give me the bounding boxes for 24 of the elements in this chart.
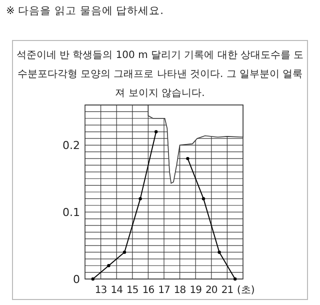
x-tick-label: 16 [142,285,154,296]
point [91,277,94,281]
point [202,197,206,200]
point [107,264,110,268]
y-tick-label: 0.2 [62,139,80,152]
x-tick-label: 14 [110,285,123,296]
x-tick-label: 13 [94,285,107,296]
x-tick-label: 15 [126,285,138,296]
x-tick-label: 19 [190,285,202,296]
x-tick-label: 18 [174,285,186,296]
text: ※ 다음을 읽고 물음에 답하세요. [6,4,164,18]
x-tick-label: 17 [158,285,170,296]
x-tick-label: 21 [221,285,234,296]
point [186,156,190,160]
point [154,130,158,134]
point [218,250,221,254]
x-tick-label: 20 [206,285,218,296]
point [138,197,142,200]
chart-title: 석준이네 반 학생들의 100 m 달리기 기록에 대한 상대도수를 도수분포다각형 모양의 그래프로 나타낸 것이다. 그 일부분이 얼룩져 보이지 않습니다. [15,49,305,101]
point [234,277,237,281]
x-axis-title: (초) [237,285,255,296]
y-tick-label: 0 [73,273,80,286]
y-tick-label: 0.1 [62,206,80,220]
point [122,250,126,254]
